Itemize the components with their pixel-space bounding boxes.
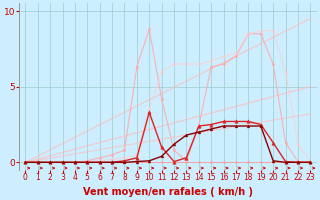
X-axis label: Vent moyen/en rafales ( km/h ): Vent moyen/en rafales ( km/h ) <box>83 187 253 197</box>
